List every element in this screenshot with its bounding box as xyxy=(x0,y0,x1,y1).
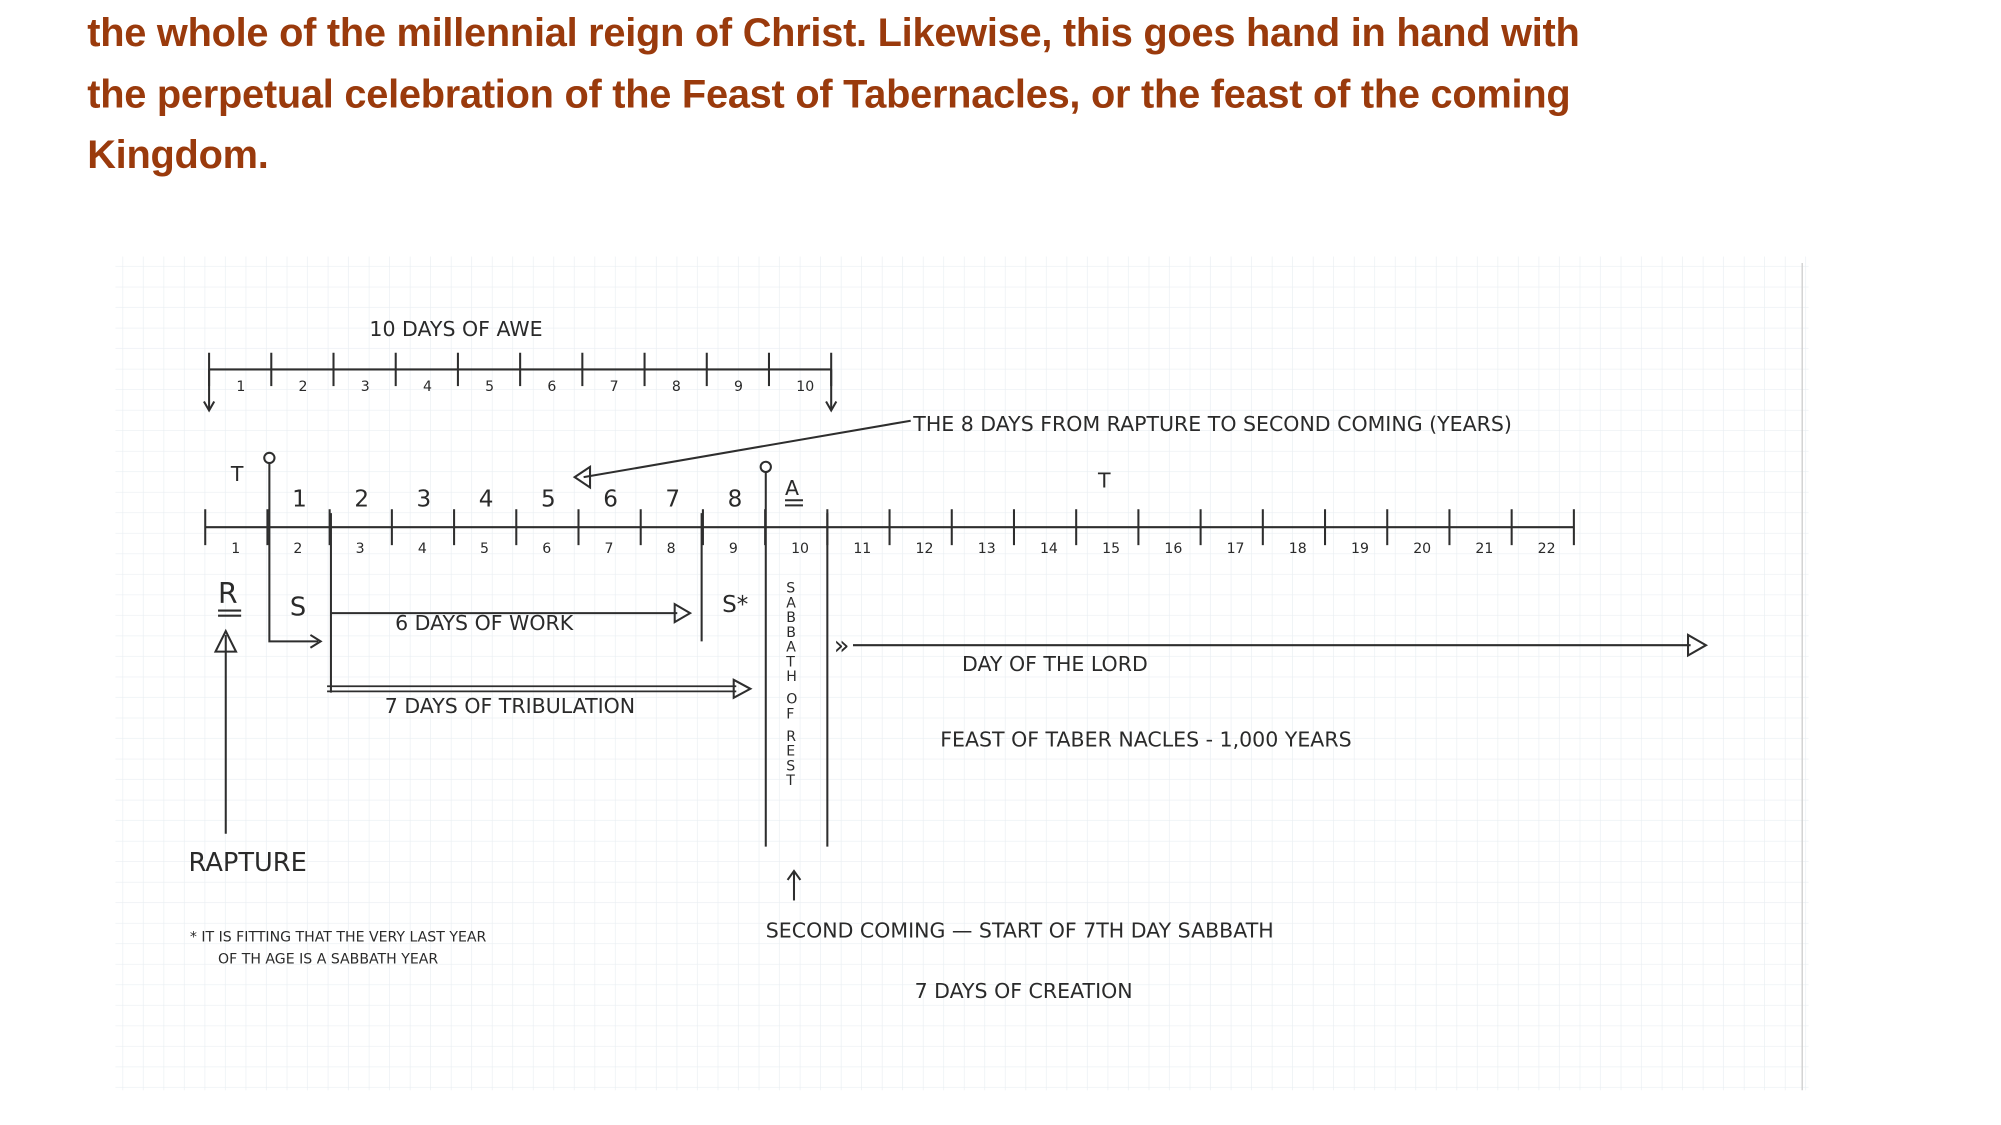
awe-number: 5 xyxy=(485,379,494,395)
lower-number: 14 xyxy=(1040,541,1058,557)
s-star: S* xyxy=(722,592,748,618)
upper-number: 1 xyxy=(292,487,307,513)
footnote-line-1: * IT IS FITTING THAT THE VERY LAST YEAR xyxy=(190,930,487,946)
sabbath-letter: S xyxy=(786,758,795,774)
lower-number: 16 xyxy=(1164,541,1182,557)
awe-timeline: 1 2 3 4 5 6 7 8 9 10 xyxy=(203,352,838,413)
upper-number: 5 xyxy=(541,487,556,513)
leader-line xyxy=(583,419,911,479)
work-label: 6 DAYS OF WORK xyxy=(395,611,574,635)
lower-number: 20 xyxy=(1413,541,1431,557)
lower-number: 7 xyxy=(604,541,613,557)
upper-number: 7 xyxy=(665,487,680,513)
awe-down-arrow-icon xyxy=(203,400,216,413)
sabbath-letter: S xyxy=(786,581,795,597)
chevrons: » xyxy=(834,631,850,661)
upper-number: 6 xyxy=(603,487,618,513)
lower-number: 9 xyxy=(729,541,738,557)
lower-number: 21 xyxy=(1475,541,1493,557)
sabbath-letter: R xyxy=(786,729,796,745)
paragraph-line-2: the perpetual celebration of the Feast o… xyxy=(87,71,1571,117)
sabbath-letter: T xyxy=(785,654,795,670)
sabbath-letter: B xyxy=(786,610,796,626)
awe-number: 7 xyxy=(610,379,619,395)
awe-down-arrow-icon xyxy=(825,400,838,413)
sabbath-letter: F xyxy=(786,706,794,722)
awe-number: 8 xyxy=(672,379,681,395)
lower-number: 10 xyxy=(791,541,809,557)
day-of-lord-arrowhead xyxy=(1687,633,1709,658)
feast-label: FEAST OF TABER NACLES - 1,000 YEARS xyxy=(940,728,1351,752)
awe-number: 1 xyxy=(236,379,245,395)
footnote-line-2: OF TH AGE IS A SABBATH YEAR xyxy=(218,951,438,967)
lower-number: 3 xyxy=(356,541,365,557)
lower-number: 12 xyxy=(916,541,934,557)
rapture-pin-line xyxy=(268,463,319,643)
t-left: T xyxy=(230,462,244,486)
rapture-label: RAPTURE xyxy=(189,848,307,878)
paragraph-line-3: Kingdom. xyxy=(87,132,269,178)
lower-number: 4 xyxy=(418,541,427,557)
lower-number: 6 xyxy=(542,541,551,557)
r-mark: R xyxy=(218,577,238,610)
sabbath-letter: O xyxy=(786,692,797,708)
creation-label: 7 DAYS OF CREATION xyxy=(915,979,1133,1003)
lower-number: 1 xyxy=(231,541,240,557)
lower-number: 19 xyxy=(1351,541,1369,557)
lower-number: 18 xyxy=(1289,541,1307,557)
upper-number: 8 xyxy=(728,487,743,513)
paragraph-line-1: the whole of the millennial reign of Chr… xyxy=(87,10,1580,56)
main-timeline: 1 2 3 4 5 6 7 8 9 10 11 12 13 14 15 16 17 18 19 20 21 221 2 3 4 5… xyxy=(204,487,1575,557)
t-right: T xyxy=(1097,468,1111,492)
lower-number: 13 xyxy=(978,541,996,557)
second-coming-up-arrowhead xyxy=(786,869,802,881)
awe-number: 10 xyxy=(796,379,814,395)
sabbath-letter: A xyxy=(786,640,796,656)
work-arrowhead xyxy=(673,602,693,624)
a-mark: A xyxy=(785,476,799,500)
tribulation-arrowhead xyxy=(732,678,753,700)
rapture-pin-arrow xyxy=(309,634,323,649)
upper-number: 2 xyxy=(354,487,369,513)
lower-number: 2 xyxy=(293,541,302,557)
awe-number: 2 xyxy=(299,379,308,395)
lower-number: 17 xyxy=(1227,541,1245,557)
sabbath-letter: H xyxy=(786,669,797,685)
lower-number: 22 xyxy=(1538,541,1556,557)
awe-title: 10 DAYS OF AWE xyxy=(369,317,542,341)
lower-number: 11 xyxy=(853,541,871,557)
sabbath-letter: E xyxy=(786,744,795,760)
leader-label: THE 8 DAYS FROM RAPTURE TO SECOND COMING… xyxy=(912,412,1512,436)
lower-number: 8 xyxy=(667,541,676,557)
graph-paper xyxy=(115,256,1809,1091)
day-of-lord-label: DAY OF THE LORD xyxy=(962,652,1148,676)
second-coming-label: SECOND COMING — START OF 7TH DAY SABBATH xyxy=(766,919,1274,943)
awe-number: 3 xyxy=(361,379,370,395)
lower-number: 15 xyxy=(1102,541,1120,557)
awe-number: 4 xyxy=(423,379,432,395)
lower-number: 5 xyxy=(480,541,489,557)
upper-number: 4 xyxy=(479,487,494,513)
sabbath-letter: A xyxy=(786,595,796,611)
s-mark: S xyxy=(290,593,306,623)
awe-number: 6 xyxy=(547,379,556,395)
sabbath-letter: B xyxy=(786,625,796,641)
sabbath-letter: T xyxy=(785,773,795,789)
upper-number: 3 xyxy=(417,487,432,513)
tribulation-label: 7 DAYS OF TRIBULATION xyxy=(385,694,635,718)
awe-number: 9 xyxy=(734,379,743,395)
leader-arrowhead xyxy=(572,464,592,490)
